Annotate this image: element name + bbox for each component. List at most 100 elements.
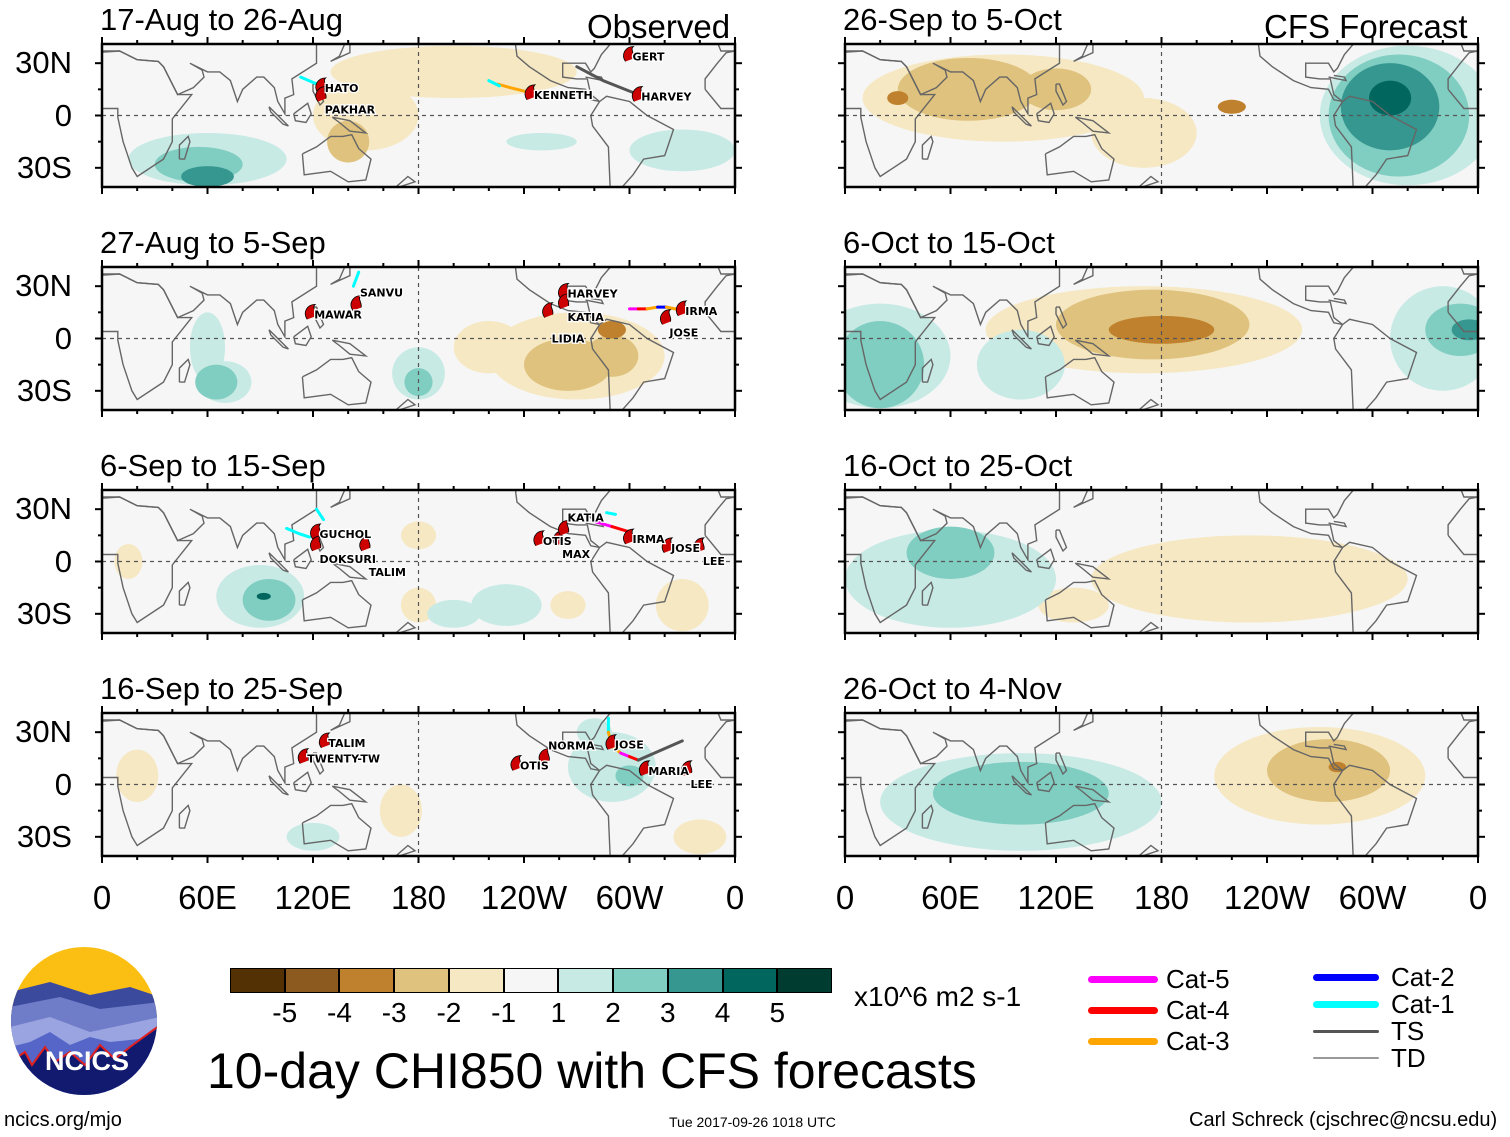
coastline [590, 318, 675, 410]
storm-track [575, 65, 640, 97]
coastline [921, 135, 934, 160]
latitude-label: 30N [15, 45, 72, 81]
legend-line-td [1313, 1057, 1379, 1059]
map-panel-observed: MAWAR SANVU HARVEY KATIA LIDIA IRMA JOSE [95, 260, 742, 417]
colorbar-swatch [284, 968, 340, 993]
coastline [1036, 102, 1055, 124]
hurricane-icon [524, 84, 537, 101]
colorbar-tick-label: 2 [605, 997, 621, 1028]
coastline [1073, 713, 1094, 732]
chi-anomaly-contour [1217, 99, 1246, 114]
coastline [1055, 306, 1068, 330]
coastline [1137, 175, 1160, 187]
coastline [845, 50, 937, 178]
latitude-label: 0 [54, 320, 72, 356]
longitude-label: 60E [178, 879, 237, 916]
storm-label: IRMA [633, 533, 666, 546]
hurricane-icon [310, 523, 322, 540]
coastline [1333, 764, 1418, 856]
coastline [921, 358, 934, 383]
coastline [102, 50, 194, 178]
coastline [1073, 44, 1094, 63]
storm-label: JOSE [670, 542, 700, 555]
hurricane-icon [510, 755, 523, 771]
storm-label: KATIA [567, 511, 604, 524]
coastline [1137, 398, 1160, 410]
storm-track [605, 511, 617, 516]
colorbar-swatch [777, 968, 832, 993]
coastline [1328, 297, 1348, 305]
panel-title: 6-Sep to 15-Sep [100, 448, 326, 483]
chi-anomaly-contour [845, 321, 925, 409]
hurricane-icon [310, 535, 322, 552]
coastline [293, 548, 312, 570]
storm-label: TALIM [328, 737, 365, 750]
colorbar-units: x10^6 m2 s-1 [854, 981, 1022, 1012]
coastline [1055, 83, 1068, 107]
storm-label: TWENTY-TW [307, 753, 380, 766]
coastline [1074, 116, 1112, 134]
coastline [590, 764, 675, 856]
coastline [845, 719, 907, 737]
chi-anomaly-contour [1038, 587, 1109, 623]
coastline [845, 273, 907, 291]
coastline [162, 713, 318, 786]
chi-anomaly-contour [1267, 739, 1391, 802]
storm-label: MARIA [648, 765, 689, 778]
coastline [514, 44, 612, 103]
storm-track [619, 751, 631, 759]
longitude-label: 180 [390, 879, 447, 916]
panel-title: 27-Aug to 5-Sep [100, 225, 326, 260]
map-panel-forecast [838, 260, 1485, 417]
colorbar-tick-label: -1 [491, 997, 517, 1028]
coastline [1011, 329, 1032, 350]
storm-label: SANVU [360, 287, 403, 300]
chi-anomaly-contour [1091, 535, 1408, 623]
hurricane-icon [631, 86, 644, 102]
coastline [1333, 318, 1418, 410]
storm-label: KATIA [567, 311, 604, 324]
colorbar-swatch [503, 968, 559, 993]
hurricane-icon [533, 530, 546, 547]
storm-track [645, 305, 660, 311]
hurricane-icon [681, 760, 693, 777]
hurricane-icon [304, 303, 317, 320]
coastline [514, 267, 612, 326]
chi-anomaly-contour [327, 120, 370, 163]
coastline [1074, 562, 1112, 580]
coastline [704, 273, 735, 313]
chi-anomaly-contour [673, 819, 727, 855]
chi-anomaly-contour [330, 45, 577, 99]
latitude-label: 30S [16, 372, 72, 408]
colorbar-swatch [394, 968, 449, 993]
coastline [1036, 771, 1055, 793]
legend-line-cat-5 [1088, 975, 1158, 983]
longitude-label: 60W [595, 879, 664, 916]
coastline [293, 102, 312, 124]
chi-anomaly-contour [897, 57, 1039, 121]
storm-track [628, 755, 640, 762]
coastline [921, 804, 934, 829]
storm-label: OTIS [543, 535, 572, 548]
coastline [1036, 548, 1055, 570]
hurricane-icon [693, 537, 706, 554]
coastline [1257, 267, 1355, 326]
latitude-label: 30S [16, 595, 72, 631]
chi-anomaly-contour [116, 749, 159, 802]
coastline [178, 358, 191, 383]
storm-track [487, 79, 501, 88]
colorbar-swatch [722, 968, 778, 993]
hurricane-icon [558, 293, 570, 310]
coastline [1447, 757, 1478, 779]
storm-track [285, 526, 311, 539]
legend-line-cat-3 [1088, 1037, 1158, 1045]
logo-text: NCICS [45, 1046, 129, 1076]
coastline [1333, 541, 1418, 633]
chi-anomaly-contour [453, 321, 524, 374]
storm-label: HARVEY [641, 91, 692, 104]
coastline [1044, 802, 1115, 852]
legend-label: TD [1391, 1043, 1426, 1073]
longitude-label: 120W [480, 879, 568, 916]
site-url[interactable]: ncics.org/mjo [4, 1109, 122, 1131]
